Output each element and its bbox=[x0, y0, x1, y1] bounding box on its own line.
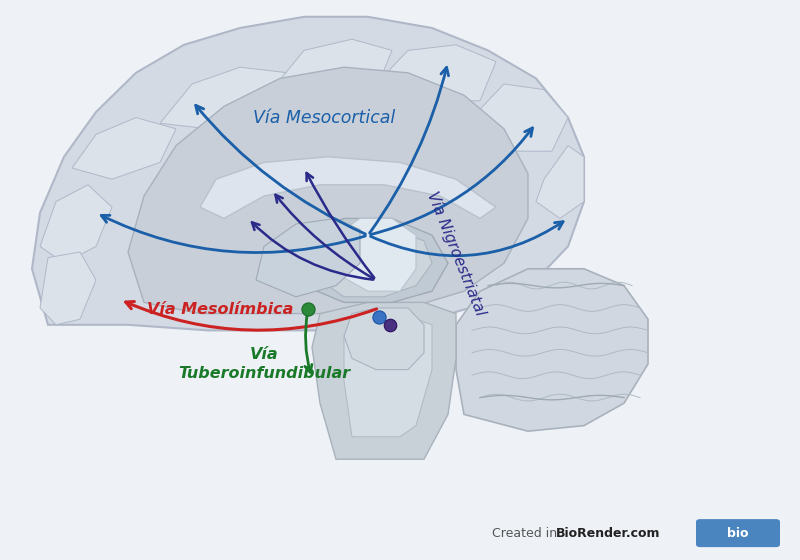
Polygon shape bbox=[32, 17, 584, 330]
Polygon shape bbox=[312, 302, 456, 459]
Polygon shape bbox=[312, 230, 432, 297]
Polygon shape bbox=[72, 118, 176, 179]
Polygon shape bbox=[160, 67, 288, 129]
Polygon shape bbox=[200, 157, 496, 218]
Text: Created in: Created in bbox=[492, 526, 561, 540]
Text: bio: bio bbox=[727, 526, 748, 540]
Text: Vía Nigroestriatal: Vía Nigroestriatal bbox=[424, 189, 489, 318]
Text: Vía
Tuberoinfundibular: Vía Tuberoinfundibular bbox=[178, 347, 350, 381]
Point bbox=[384, 320, 397, 329]
Polygon shape bbox=[344, 308, 424, 370]
Polygon shape bbox=[328, 218, 416, 291]
Polygon shape bbox=[472, 84, 568, 151]
Polygon shape bbox=[128, 67, 528, 314]
Polygon shape bbox=[536, 146, 584, 218]
Text: Vía Mesocortical: Vía Mesocortical bbox=[253, 109, 395, 127]
Text: BioRender.com: BioRender.com bbox=[556, 526, 661, 540]
Polygon shape bbox=[40, 185, 112, 263]
Polygon shape bbox=[256, 218, 360, 297]
Polygon shape bbox=[40, 252, 96, 325]
Polygon shape bbox=[376, 45, 496, 101]
Point bbox=[373, 312, 386, 321]
Polygon shape bbox=[344, 314, 432, 437]
FancyBboxPatch shape bbox=[696, 519, 780, 547]
Polygon shape bbox=[288, 218, 448, 302]
Point bbox=[302, 304, 314, 313]
Point bbox=[373, 312, 386, 321]
Text: Vía Mesolímbica: Vía Mesolímbica bbox=[147, 302, 293, 317]
Polygon shape bbox=[272, 39, 392, 101]
Polygon shape bbox=[456, 269, 648, 431]
